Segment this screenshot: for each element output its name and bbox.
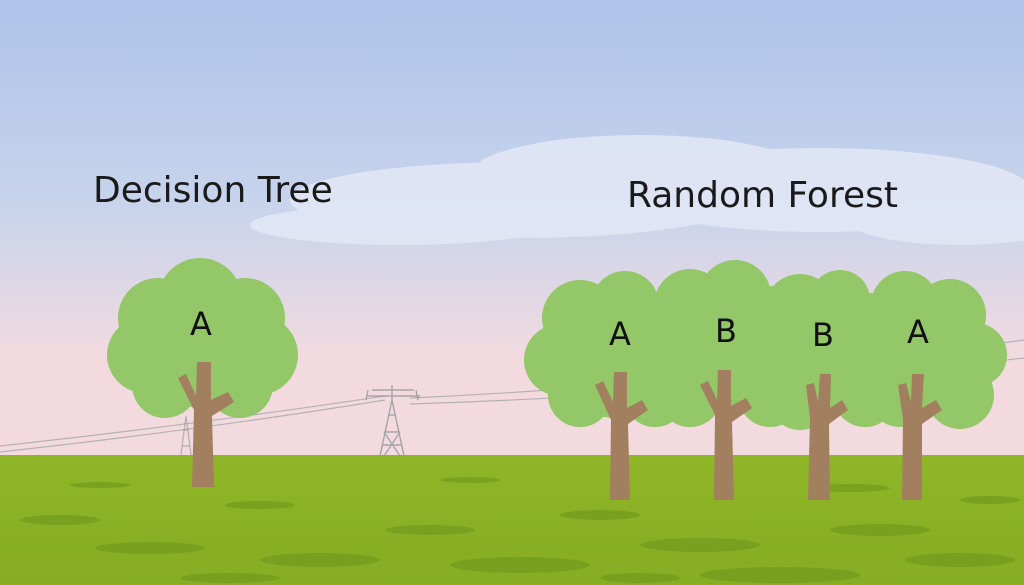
forest-tree-label-4: A: [907, 313, 929, 351]
trunk: [700, 370, 752, 500]
trunk: [178, 362, 234, 487]
cloud: [250, 135, 1024, 245]
pylon-icon: [365, 385, 420, 457]
forest-tree-label-1: A: [609, 315, 631, 353]
ground-texture: [20, 477, 1020, 583]
forest-tree-graphic-4: [851, 271, 1007, 500]
forest-tree-label-3: B: [812, 316, 834, 354]
decision-tree-label: A: [190, 305, 212, 343]
forest-tree-label-2: B: [715, 312, 737, 350]
decision-tree-graphic: [107, 258, 298, 487]
pylon-icon-left: [179, 415, 193, 463]
decision-tree-title: Decision Tree: [93, 170, 333, 211]
random-forest-title: Random Forest: [627, 175, 898, 216]
canopy: [851, 271, 1007, 429]
trunk: [806, 374, 848, 500]
trunk: [898, 374, 942, 500]
trunk: [595, 372, 648, 500]
canopy: [107, 258, 298, 418]
